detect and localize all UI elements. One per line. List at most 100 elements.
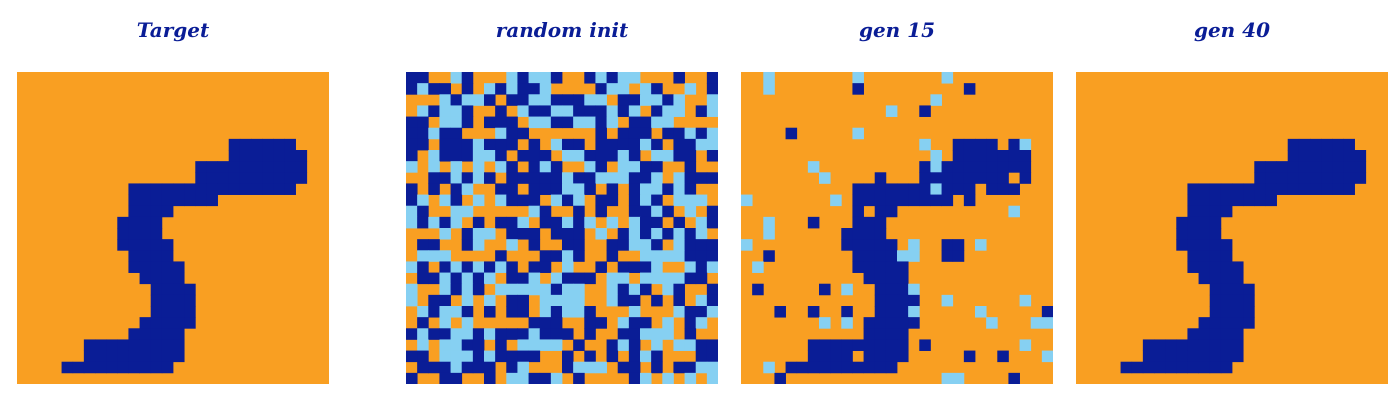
dark-pixel [684, 183, 697, 195]
dark-pixel [595, 205, 607, 218]
dark-pixel [217, 183, 230, 195]
dark-pixel [830, 339, 842, 351]
dark-pixel [595, 161, 607, 173]
dark-pixel [897, 339, 909, 351]
dark-pixel [573, 372, 585, 384]
dark-pixel [651, 294, 663, 307]
dark-pixel [273, 172, 285, 184]
light-pixel [573, 150, 585, 162]
dark-pixel [963, 172, 976, 184]
dark-pixel [897, 294, 909, 307]
dark-pixel [841, 306, 853, 318]
dark-pixel [439, 216, 451, 229]
light-pixel [461, 283, 474, 296]
dark-pixel [228, 161, 241, 173]
dark-pixel [295, 172, 308, 184]
dark-pixel [517, 328, 529, 340]
light-pixel [606, 272, 619, 285]
light-pixel [885, 105, 898, 117]
light-pixel [461, 294, 474, 307]
dark-pixel [1198, 350, 1211, 363]
dark-pixel [706, 216, 718, 229]
dark-pixel [1220, 283, 1233, 296]
dark-pixel [428, 361, 440, 374]
light-pixel [706, 261, 718, 273]
dark-pixel [262, 172, 274, 184]
dark-pixel [406, 372, 418, 384]
dark-pixel [517, 350, 529, 363]
light-pixel [428, 150, 440, 162]
dark-pixel [284, 183, 296, 195]
dark-pixel [695, 105, 708, 117]
dark-pixel [161, 183, 174, 195]
light-pixel [908, 306, 920, 318]
light-pixel [662, 317, 674, 329]
dark-pixel [1232, 261, 1244, 273]
light-pixel [417, 306, 429, 318]
light-pixel [651, 116, 663, 129]
dark-pixel [128, 205, 140, 218]
dark-pixel [428, 105, 440, 117]
dark-pixel [885, 328, 898, 340]
light-pixel [450, 339, 463, 351]
light-pixel [595, 72, 607, 84]
dark-pixel [673, 216, 685, 229]
dark-pixel [684, 172, 697, 184]
dark-pixel [417, 127, 429, 140]
light-pixel [539, 72, 552, 84]
dark-pixel [1187, 239, 1199, 251]
light-pixel [673, 306, 685, 318]
light-pixel [819, 172, 831, 184]
dark-pixel [684, 250, 697, 262]
dark-pixel [628, 116, 641, 129]
dark-pixel [617, 361, 630, 374]
dark-pixel [217, 172, 230, 184]
light-pixel [1041, 317, 1053, 329]
dark-pixel [273, 138, 285, 151]
dark-pixel [1220, 361, 1233, 374]
dark-pixel [517, 94, 529, 106]
light-pixel [584, 94, 596, 106]
dark-pixel [874, 294, 887, 307]
dark-pixel [874, 283, 887, 296]
dark-pixel [506, 306, 518, 318]
light-pixel [562, 183, 574, 195]
dark-pixel [428, 294, 440, 307]
dark-pixel [139, 250, 152, 262]
light-pixel [562, 216, 574, 229]
dark-pixel [184, 317, 196, 329]
light-pixel [495, 261, 507, 273]
light-pixel [684, 339, 697, 351]
dark-pixel [539, 216, 552, 229]
dark-pixel [161, 205, 174, 218]
dark-pixel [617, 105, 630, 117]
dark-pixel [439, 294, 451, 307]
dark-pixel [1232, 317, 1244, 329]
dark-pixel [139, 361, 152, 374]
dark-pixel [439, 150, 451, 162]
dark-pixel [1287, 138, 1300, 151]
dark-pixel [573, 172, 585, 184]
dark-pixel [706, 150, 718, 162]
dark-pixel [807, 350, 820, 363]
dark-pixel [495, 183, 507, 195]
dark-pixel [1209, 283, 1222, 296]
light-pixel [952, 372, 965, 384]
dark-pixel [417, 350, 429, 363]
dark-pixel [1187, 205, 1199, 218]
dark-pixel [173, 317, 185, 329]
light-pixel [528, 328, 541, 340]
light-pixel [461, 183, 474, 195]
light-pixel [662, 283, 674, 296]
dark-pixel [495, 116, 507, 129]
dark-pixel [897, 283, 909, 296]
dark-pixel [640, 161, 652, 173]
dark-pixel [628, 350, 641, 363]
dark-pixel [617, 228, 630, 240]
dark-pixel [885, 317, 898, 329]
dark-pixel [1354, 161, 1367, 173]
dark-pixel [1198, 183, 1211, 195]
dark-pixel [495, 105, 507, 117]
dark-pixel [684, 328, 697, 340]
dark-pixel [173, 261, 185, 273]
